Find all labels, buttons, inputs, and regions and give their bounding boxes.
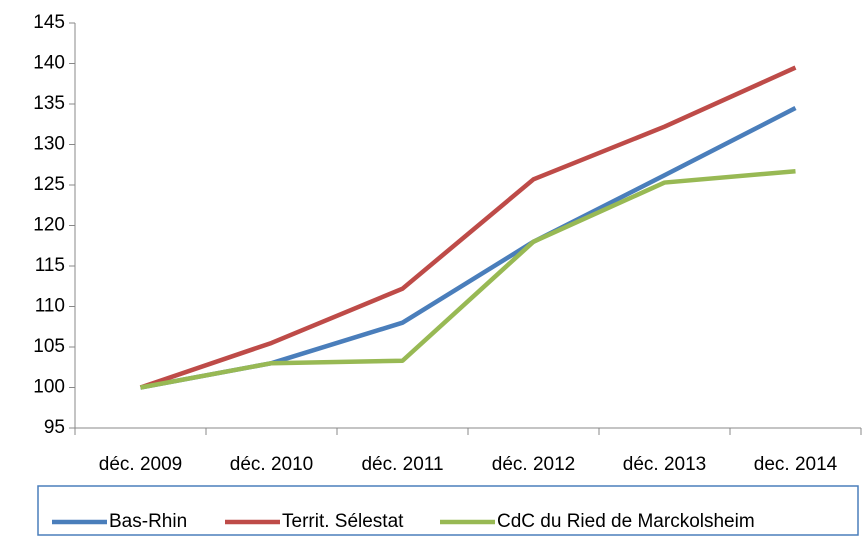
x-tick-label: déc. 2011 bbox=[361, 454, 443, 475]
y-tick-label: 110 bbox=[35, 296, 65, 317]
legend-label: Bas-Rhin bbox=[109, 511, 187, 532]
legend-label: CdC du Ried de Marckolsheim bbox=[497, 511, 755, 532]
y-tick-label: 95 bbox=[44, 417, 65, 438]
y-tick-label: 100 bbox=[33, 377, 65, 398]
x-tick-label: déc. 2010 bbox=[230, 454, 313, 475]
series-line bbox=[139, 65, 797, 390]
y-tick-label: 125 bbox=[33, 174, 65, 195]
x-tick-label: déc. 2009 bbox=[99, 454, 182, 475]
y-tick-label: 145 bbox=[33, 12, 65, 33]
y-tick-label: 130 bbox=[33, 134, 65, 155]
y-tick-label: 120 bbox=[33, 215, 65, 236]
y-tick-label: 105 bbox=[33, 336, 65, 357]
x-tick-label: déc. 2013 bbox=[623, 454, 706, 475]
y-tick-label: 135 bbox=[33, 93, 65, 114]
y-tick-label: 140 bbox=[33, 53, 65, 74]
series-line bbox=[140, 168, 796, 390]
y-tick-label: 115 bbox=[35, 255, 65, 276]
x-tick-label: déc. 2012 bbox=[492, 454, 575, 475]
legend-box bbox=[37, 485, 859, 536]
x-tick-label: dec. 2014 bbox=[754, 454, 838, 475]
series-line bbox=[140, 106, 797, 390]
legend-label: Territ. Sélestat bbox=[282, 511, 404, 532]
